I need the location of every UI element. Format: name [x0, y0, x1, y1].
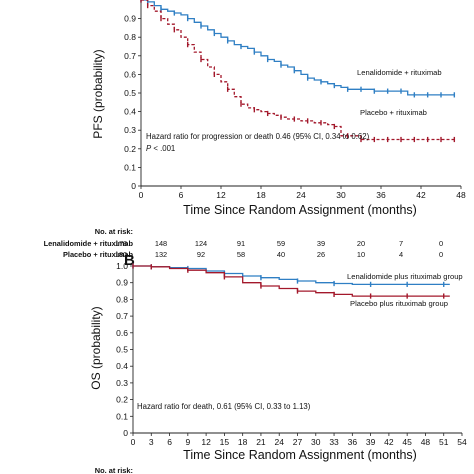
pfs-y-tick-label: 0.1	[124, 162, 136, 172]
os-y-tick-label: 0.2	[116, 395, 128, 405]
os-risk-header: No. at risk:	[95, 466, 133, 474]
pfs-risk-cell: 124	[195, 239, 207, 248]
pfs-risk-cell: 26	[317, 250, 325, 259]
os-y-tick-label: 0.1	[116, 411, 128, 421]
os-x-tick-label: 0	[131, 437, 136, 447]
os-x-tick-label: 42	[384, 437, 394, 447]
pfs-x-tick-label: 12	[216, 190, 226, 200]
os-y-tick-label: 1.0	[116, 261, 128, 271]
pfs-risk-table: No. at risk: Lenalidomide + rituximab Pl…	[44, 227, 443, 259]
os-x-tick-label: 15	[220, 437, 230, 447]
pfs-x-tick-label: 0	[139, 190, 144, 200]
pfs-curve-lenalidomide	[141, 0, 455, 96]
p-value: < .001	[151, 144, 175, 153]
pfs-risk-cell: 4	[399, 250, 403, 259]
pfs-risk-cell: 7	[399, 239, 403, 248]
pfs-y-tick-label: 0.9	[124, 14, 136, 24]
os-x-tick-label: 33	[329, 437, 339, 447]
os-y-tick-label: 0.8	[116, 294, 128, 304]
pfs-y-tick-label: 0.2	[124, 144, 136, 154]
pfs-x-tick-label: 30	[336, 190, 346, 200]
pfs-risk-header: No. at risk:	[95, 227, 133, 236]
pfs-risk-cell: 148	[155, 239, 167, 248]
os-x-tick-label: 39	[366, 437, 376, 447]
os-x-tick-label: 21	[256, 437, 266, 447]
pfs-risk-cell: 10	[357, 250, 365, 259]
pfs-risk-cell: 58	[237, 250, 245, 259]
pfs-y-tick-label: 0.8	[124, 32, 136, 42]
os-y-axis-title: OS (probability)	[89, 306, 103, 389]
pfs-p-value-note: P < .001	[146, 144, 175, 153]
os-y-tick-label: 0.7	[116, 311, 128, 321]
os-x-tick-label: 36	[348, 437, 358, 447]
os-y-tick-label: 0.9	[116, 278, 128, 288]
pfs-risk-cell: 132	[155, 250, 167, 259]
pfs-risk-cell: 59	[277, 239, 285, 248]
os-panel: B 00.10.20.30.40.50.60.70.80.91.00 3 6 9 12 1…	[89, 252, 467, 474]
os-y-tick-label: 0.5	[116, 345, 128, 355]
os-x-tick-label: 18	[238, 437, 248, 447]
pfs-x-tick-label: 36	[376, 190, 386, 200]
os-series-label-placebo: Placebo plus rituximab group	[350, 299, 448, 308]
pfs-risk-cell: 91	[237, 239, 245, 248]
pfs-hazard-ratio-note: Hazard ratio for progression or death 0.…	[146, 132, 370, 141]
pfs-risk-cell: 0	[439, 250, 443, 259]
os-x-tick-label: 27	[293, 437, 303, 447]
pfs-x-tick-label: 42	[416, 190, 426, 200]
pfs-series-label-lenalidomide: Lenalidomide + rituximab	[357, 68, 442, 77]
pfs-x-tick-label: 24	[296, 190, 306, 200]
os-series-label-lenalidomide: Lenalidomide plus rituximab group	[347, 272, 463, 281]
pfs-x-axis-title: Time Since Random Assignment (months)	[183, 203, 417, 217]
os-x-tick-label: 51	[439, 437, 449, 447]
pfs-series-label-placebo: Placebo + rituximab	[360, 108, 427, 117]
pfs-panel: 0 0.1 0.2 0.3 0.4 0.5 0.6 0.7 0.8 0.9 0 6 12 18 24 30 36…	[91, 0, 466, 217]
os-x-tick-label: 3	[149, 437, 154, 447]
os-x-tick-label: 54	[457, 437, 467, 447]
os-x-tick-label: 6	[167, 437, 172, 447]
os-x-tick-label: 24	[274, 437, 284, 447]
pfs-risk-cell: 39	[317, 239, 325, 248]
pfs-risk-cell: 20	[357, 239, 365, 248]
pfs-y-tick-label: 0.7	[124, 51, 136, 61]
pfs-y-axis-title: PFS (probability)	[91, 49, 105, 138]
pfs-y-tick-label: 0.3	[124, 125, 136, 135]
pfs-x-tick-label: 18	[256, 190, 266, 200]
pfs-risk-row-label-placebo: Placebo + rituximab	[63, 250, 134, 259]
os-x-tick-label: 12	[201, 437, 211, 447]
pfs-y-tick-label: 0.5	[124, 88, 136, 98]
os-y-tick-label: 0.4	[116, 361, 128, 371]
panel-b-label: B	[124, 252, 135, 269]
pfs-risk-cell: 0	[439, 239, 443, 248]
os-hazard-ratio-note: Hazard ratio for death, 0.61 (95% CI, 0.…	[137, 402, 311, 411]
os-x-axis-title: Time Since Random Assignment (months)	[183, 448, 417, 462]
os-y-tick-label: 0	[123, 428, 128, 438]
pfs-y-tick-label: 0.6	[124, 69, 136, 79]
p-label: P	[146, 144, 152, 153]
pfs-risk-cell: 92	[197, 250, 205, 259]
pfs-risk-cell: 178	[115, 239, 127, 248]
os-curve-placebo	[133, 265, 450, 297]
os-x-tick-label: 48	[421, 437, 431, 447]
pfs-x-tick-label: 6	[179, 190, 184, 200]
os-x-tick-label: 45	[402, 437, 412, 447]
os-y-tick-label: 0.3	[116, 378, 128, 388]
pfs-y-tick-label: 0	[131, 181, 136, 191]
os-x-tick-label: 9	[185, 437, 190, 447]
pfs-risk-row-label-lenalidomide: Lenalidomide + rituximab	[44, 239, 134, 248]
pfs-x-tick-label: 48	[456, 190, 466, 200]
os-x-tick-label: 30	[311, 437, 321, 447]
pfs-risk-cell: 40	[277, 250, 285, 259]
os-y-tick-label: 0.6	[116, 328, 128, 338]
pfs-y-tick-label: 0.4	[124, 107, 136, 117]
pfs-risk-cell: 180	[115, 250, 127, 259]
pfs-curve-placebo	[141, 0, 455, 141]
